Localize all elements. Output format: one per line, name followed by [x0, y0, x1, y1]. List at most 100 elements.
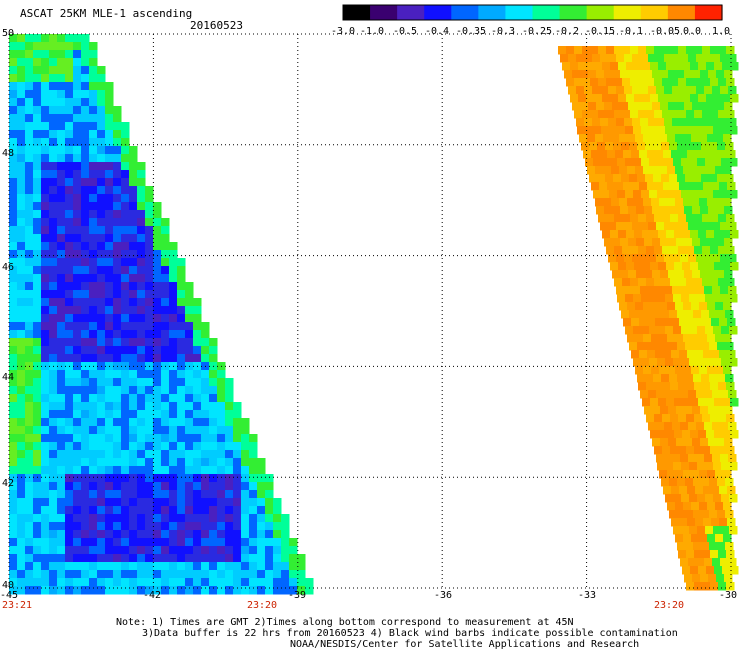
swath-pixel: [682, 262, 691, 271]
swath-pixel: [57, 378, 66, 387]
swath-pixel: [185, 290, 194, 299]
swath-pixel: [17, 378, 26, 387]
swath-pixel: [41, 426, 50, 435]
swath-pixel: [257, 506, 266, 515]
swath-pixel: [662, 414, 671, 423]
swath-pixel: [89, 482, 98, 491]
swath-pixel: [89, 42, 98, 51]
swath-pixel: [169, 578, 178, 587]
swath-pixel: [606, 214, 615, 223]
colorbar-tick: -0.25: [521, 26, 553, 37]
swath-pixel: [89, 210, 98, 219]
swath-pixel: [185, 434, 194, 443]
swath-pixel: [129, 330, 138, 339]
swath-pixel: [675, 134, 684, 143]
swath-pixel: [633, 358, 642, 367]
swath-pixel: [113, 218, 122, 227]
swath-pixel: [25, 338, 34, 347]
swath-pixel: [121, 418, 130, 427]
swath-pixel: [169, 482, 178, 491]
swath-pixel: [105, 298, 114, 307]
swath-pixel: [73, 42, 82, 51]
swath-pixel: [265, 546, 274, 555]
swath-pixel: [97, 90, 106, 99]
swath-pixel: [161, 466, 170, 475]
swath-pixel: [677, 510, 686, 519]
swath-pixel: [177, 442, 186, 451]
swath-pixel: [217, 418, 226, 427]
swath-pixel: [602, 94, 611, 103]
swath-pixel: [33, 210, 42, 219]
swath-pixel: [698, 566, 707, 575]
swath-pixel: [49, 202, 58, 211]
swath-pixel: [600, 118, 609, 127]
swath-pixel: [9, 522, 18, 531]
swath-pixel: [9, 458, 18, 467]
swath-pixel: [89, 386, 98, 395]
swath-pixel: [97, 426, 106, 435]
swath-pixel: [177, 570, 186, 579]
swath-pixel: [686, 414, 695, 423]
swath-pixel: [678, 414, 687, 423]
swath-pixel: [89, 466, 98, 475]
swath-pixel: [169, 418, 178, 427]
swath-pixel: [625, 326, 634, 335]
swath-pixel: [605, 142, 614, 151]
swath-pixel: [710, 246, 719, 255]
swath-pixel: [657, 294, 666, 303]
swath-pixel: [193, 570, 202, 579]
swath-pixel: [209, 578, 218, 587]
swath-pixel: [153, 546, 162, 555]
swath-pixel: [609, 126, 618, 135]
swath-pixel: [33, 82, 42, 91]
swath-pixel: [667, 302, 676, 311]
swath-pixel: [105, 306, 114, 315]
swath-pixel: [677, 142, 686, 151]
swath-pixel: [691, 334, 700, 343]
swath-pixel: [33, 450, 42, 459]
swath-pixel: [49, 458, 58, 467]
swath-pixel: [193, 386, 202, 395]
swath-pixel: [661, 142, 670, 151]
swath-pixel: [193, 434, 202, 443]
swath-pixel: [625, 190, 634, 199]
swath-pixel: [49, 194, 58, 203]
swath-pixel: [137, 194, 146, 203]
swath-pixel: [630, 214, 639, 223]
swath-pixel: [49, 490, 58, 499]
swath-pixel: [624, 254, 633, 263]
swath-pixel: [694, 414, 703, 423]
swath-pixel: [681, 126, 690, 135]
swath-pixel: [121, 290, 130, 299]
swath-pixel: [121, 130, 130, 139]
swath-pixel: [715, 198, 724, 207]
swath-pixel: [644, 406, 653, 415]
swath-pixel: [667, 502, 676, 511]
swath-pixel: [153, 530, 162, 539]
swath-pixel: [177, 258, 186, 267]
swath-pixel: [81, 474, 90, 483]
swath-pixel: [65, 498, 74, 507]
swath-pixel: [726, 78, 735, 87]
swath-pixel: [73, 58, 82, 67]
swath-pixel: [681, 294, 690, 303]
swath-pixel: [33, 74, 42, 83]
swath-pixel: [65, 490, 74, 499]
swath-pixel: [89, 346, 98, 355]
swath-pixel: [241, 554, 250, 563]
swath-pixel: [57, 498, 66, 507]
swath-pixel: [33, 298, 42, 307]
swath-pixel: [608, 54, 617, 63]
swath-pixel: [89, 306, 98, 315]
swath-pixel: [201, 410, 210, 419]
swath-pixel: [707, 198, 716, 207]
swath-pixel: [41, 42, 50, 51]
swath-pixel: [636, 70, 645, 79]
swath-pixel: [673, 462, 682, 471]
swath-pixel: [257, 498, 266, 507]
swath-pixel: [129, 426, 138, 435]
swath-pixel: [17, 170, 26, 179]
swath-pixel: [81, 178, 90, 187]
swath-pixel: [17, 450, 26, 459]
swath-pixel: [57, 394, 66, 403]
